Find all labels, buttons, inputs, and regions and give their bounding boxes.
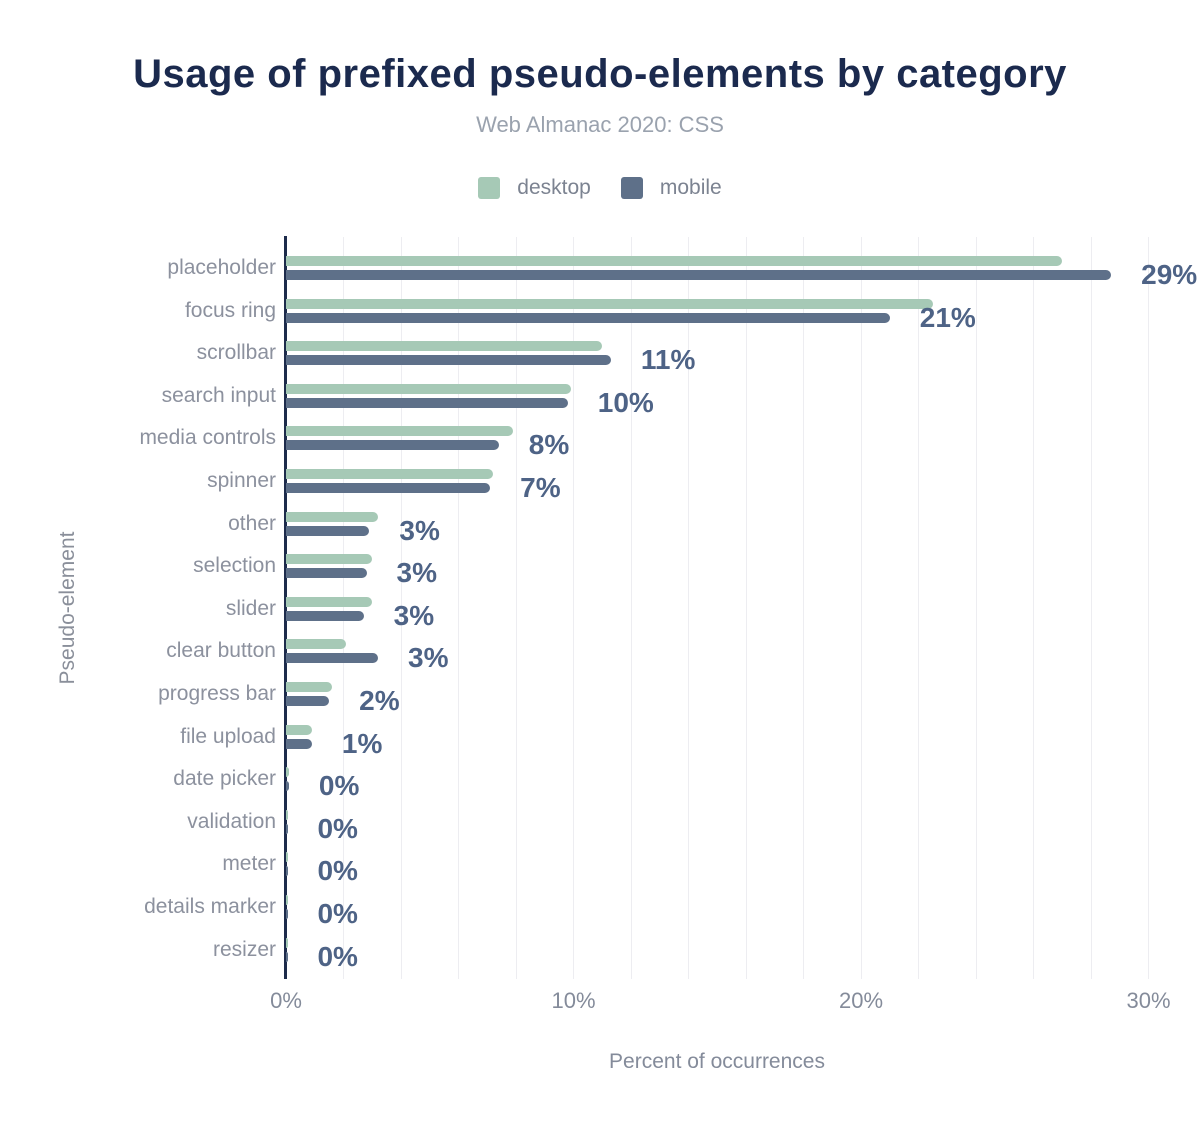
category-label: focus ring xyxy=(184,298,276,322)
value-label: 21% xyxy=(919,301,976,333)
mobile-swatch xyxy=(620,177,643,199)
category-label: resizer xyxy=(212,937,276,961)
desktop-bar xyxy=(286,256,1063,266)
category-label: search input xyxy=(161,383,276,407)
x-tick-label: 30% xyxy=(1126,988,1171,1013)
mobile-bar xyxy=(286,270,1112,280)
mobile-bar xyxy=(286,525,370,536)
mobile-bar xyxy=(286,568,367,579)
x-tick-label: 20% xyxy=(838,988,884,1013)
mobile-bar xyxy=(286,397,568,408)
value-label: 10% xyxy=(597,386,654,418)
value-label: 0% xyxy=(317,855,358,887)
x-tick-label: 10% xyxy=(551,988,596,1013)
chart-subtitle: Web Almanac 2020: CSS xyxy=(476,112,724,137)
category-label: spinner xyxy=(207,469,276,492)
desktop-bar xyxy=(286,639,347,650)
legend: desktop mobile xyxy=(0,176,1200,200)
gridline xyxy=(1033,237,1034,979)
value-label: 3% xyxy=(408,642,449,674)
value-label: 11% xyxy=(640,344,696,376)
mobile-bar xyxy=(286,696,330,706)
desktop-bar xyxy=(286,724,312,735)
category-label: meter xyxy=(222,852,276,876)
gridline xyxy=(745,237,747,979)
mobile-bar xyxy=(286,483,491,493)
value-label: 29% xyxy=(1141,259,1198,290)
category-label: clear button xyxy=(166,639,276,663)
category-label: file upload xyxy=(180,724,276,748)
desktop-bar xyxy=(286,298,933,309)
desktop-bar xyxy=(286,852,288,863)
category-label: other xyxy=(228,511,276,535)
x-tick-label: 0% xyxy=(270,988,302,1013)
chart-title: Usage of prefixed pseudo-elements by cat… xyxy=(133,52,1067,96)
value-label: 0% xyxy=(317,812,358,844)
mobile-bar xyxy=(286,653,378,664)
gridline xyxy=(343,237,344,979)
value-label: 3% xyxy=(396,557,437,589)
gridline xyxy=(1148,237,1149,979)
x-axis-title: Percent of occurrences xyxy=(609,1050,825,1073)
legend-label-mobile: mobile xyxy=(659,176,722,199)
desktop-bar xyxy=(286,596,373,607)
desktop-bar xyxy=(286,469,493,479)
gridline xyxy=(860,237,862,979)
y-axis-line xyxy=(284,236,287,979)
value-label: 3% xyxy=(399,514,440,546)
value-label: 1% xyxy=(341,727,383,759)
desktop-bar xyxy=(286,895,288,905)
value-label: 7% xyxy=(520,472,561,503)
desktop-bar xyxy=(286,767,289,778)
value-label: 8% xyxy=(528,429,570,461)
mobile-bar xyxy=(286,823,288,834)
desktop-bar xyxy=(286,426,514,437)
desktop-bar xyxy=(286,554,373,565)
desktop-bar xyxy=(286,383,571,394)
mobile-bar xyxy=(286,866,288,877)
gridline xyxy=(1090,237,1092,979)
value-label: 0% xyxy=(318,770,360,802)
mobile-bar xyxy=(286,355,611,366)
mobile-bar xyxy=(286,909,288,919)
legend-label-desktop: desktop xyxy=(517,176,591,199)
desktop-bar xyxy=(286,809,288,820)
desktop-bar xyxy=(286,682,332,692)
category-label: selection xyxy=(193,554,276,578)
mobile-bar xyxy=(286,781,289,792)
gridline xyxy=(458,237,459,979)
gridline xyxy=(400,237,402,979)
desktop-bar xyxy=(286,341,603,352)
category-label: placeholder xyxy=(167,256,276,279)
category-label: details marker xyxy=(144,895,276,918)
mobile-bar xyxy=(286,610,364,621)
value-label: 0% xyxy=(317,898,358,929)
category-label: slider xyxy=(225,596,276,620)
value-label: 3% xyxy=(393,599,435,631)
gridline xyxy=(803,237,804,979)
gridline xyxy=(688,237,689,979)
gridline xyxy=(975,237,977,979)
category-label: validation xyxy=(187,809,276,833)
gridline xyxy=(630,237,632,979)
legend-item-mobile[interactable]: mobile xyxy=(620,176,722,200)
value-label: 0% xyxy=(317,940,358,972)
gridline xyxy=(573,237,574,979)
desktop-bar xyxy=(286,937,288,948)
mobile-bar xyxy=(286,440,499,451)
mobile-bar xyxy=(286,738,312,749)
category-label: scrollbar xyxy=(196,341,276,365)
value-label: 2% xyxy=(359,685,400,716)
category-label: media controls xyxy=(139,426,276,450)
mobile-bar xyxy=(286,312,890,323)
desktop-bar xyxy=(286,511,378,522)
desktop-swatch xyxy=(478,177,501,199)
mobile-bar xyxy=(286,951,288,962)
legend-item-desktop[interactable]: desktop xyxy=(478,176,591,200)
gridline xyxy=(918,237,919,979)
gridline xyxy=(515,237,517,979)
category-label: date picker xyxy=(173,767,276,791)
category-label: progress bar xyxy=(158,682,276,705)
